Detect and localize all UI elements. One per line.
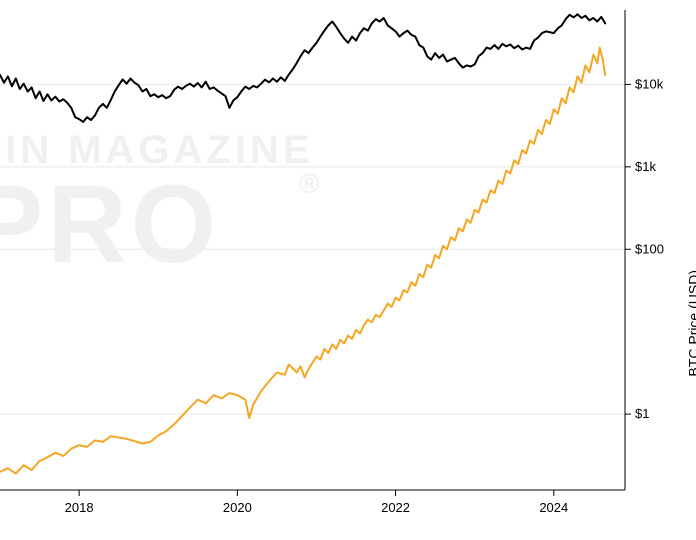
y-axis-label: BTC Price (USD)	[686, 270, 696, 377]
series-btc-price	[0, 14, 605, 122]
chart-container: OIN MAGAZINE PRO® 2018202020222024 $1$10…	[0, 0, 696, 540]
chart-axes	[0, 10, 625, 490]
y-axis-ticks: $1 $100 $1k $10k	[625, 76, 664, 421]
y-tick-label: $1k	[635, 159, 656, 174]
x-tick-label: 2024	[539, 500, 568, 515]
y-tick-label: $10k	[635, 76, 664, 91]
grid-horizontal	[0, 84, 625, 414]
series-secondary-series	[0, 48, 605, 474]
y-tick-label: $1	[635, 406, 649, 421]
x-axis-ticks: 2018 2020 2022 2024	[65, 490, 569, 515]
x-tick-label: 2020	[223, 500, 252, 515]
line-chart: 2018 2020 2022 2024 $1 $100 $1k $10k	[0, 0, 696, 540]
chart-series	[0, 14, 605, 473]
x-tick-label: 2022	[381, 500, 410, 515]
y-tick-label: $100	[635, 241, 664, 256]
x-tick-label: 2018	[65, 500, 94, 515]
